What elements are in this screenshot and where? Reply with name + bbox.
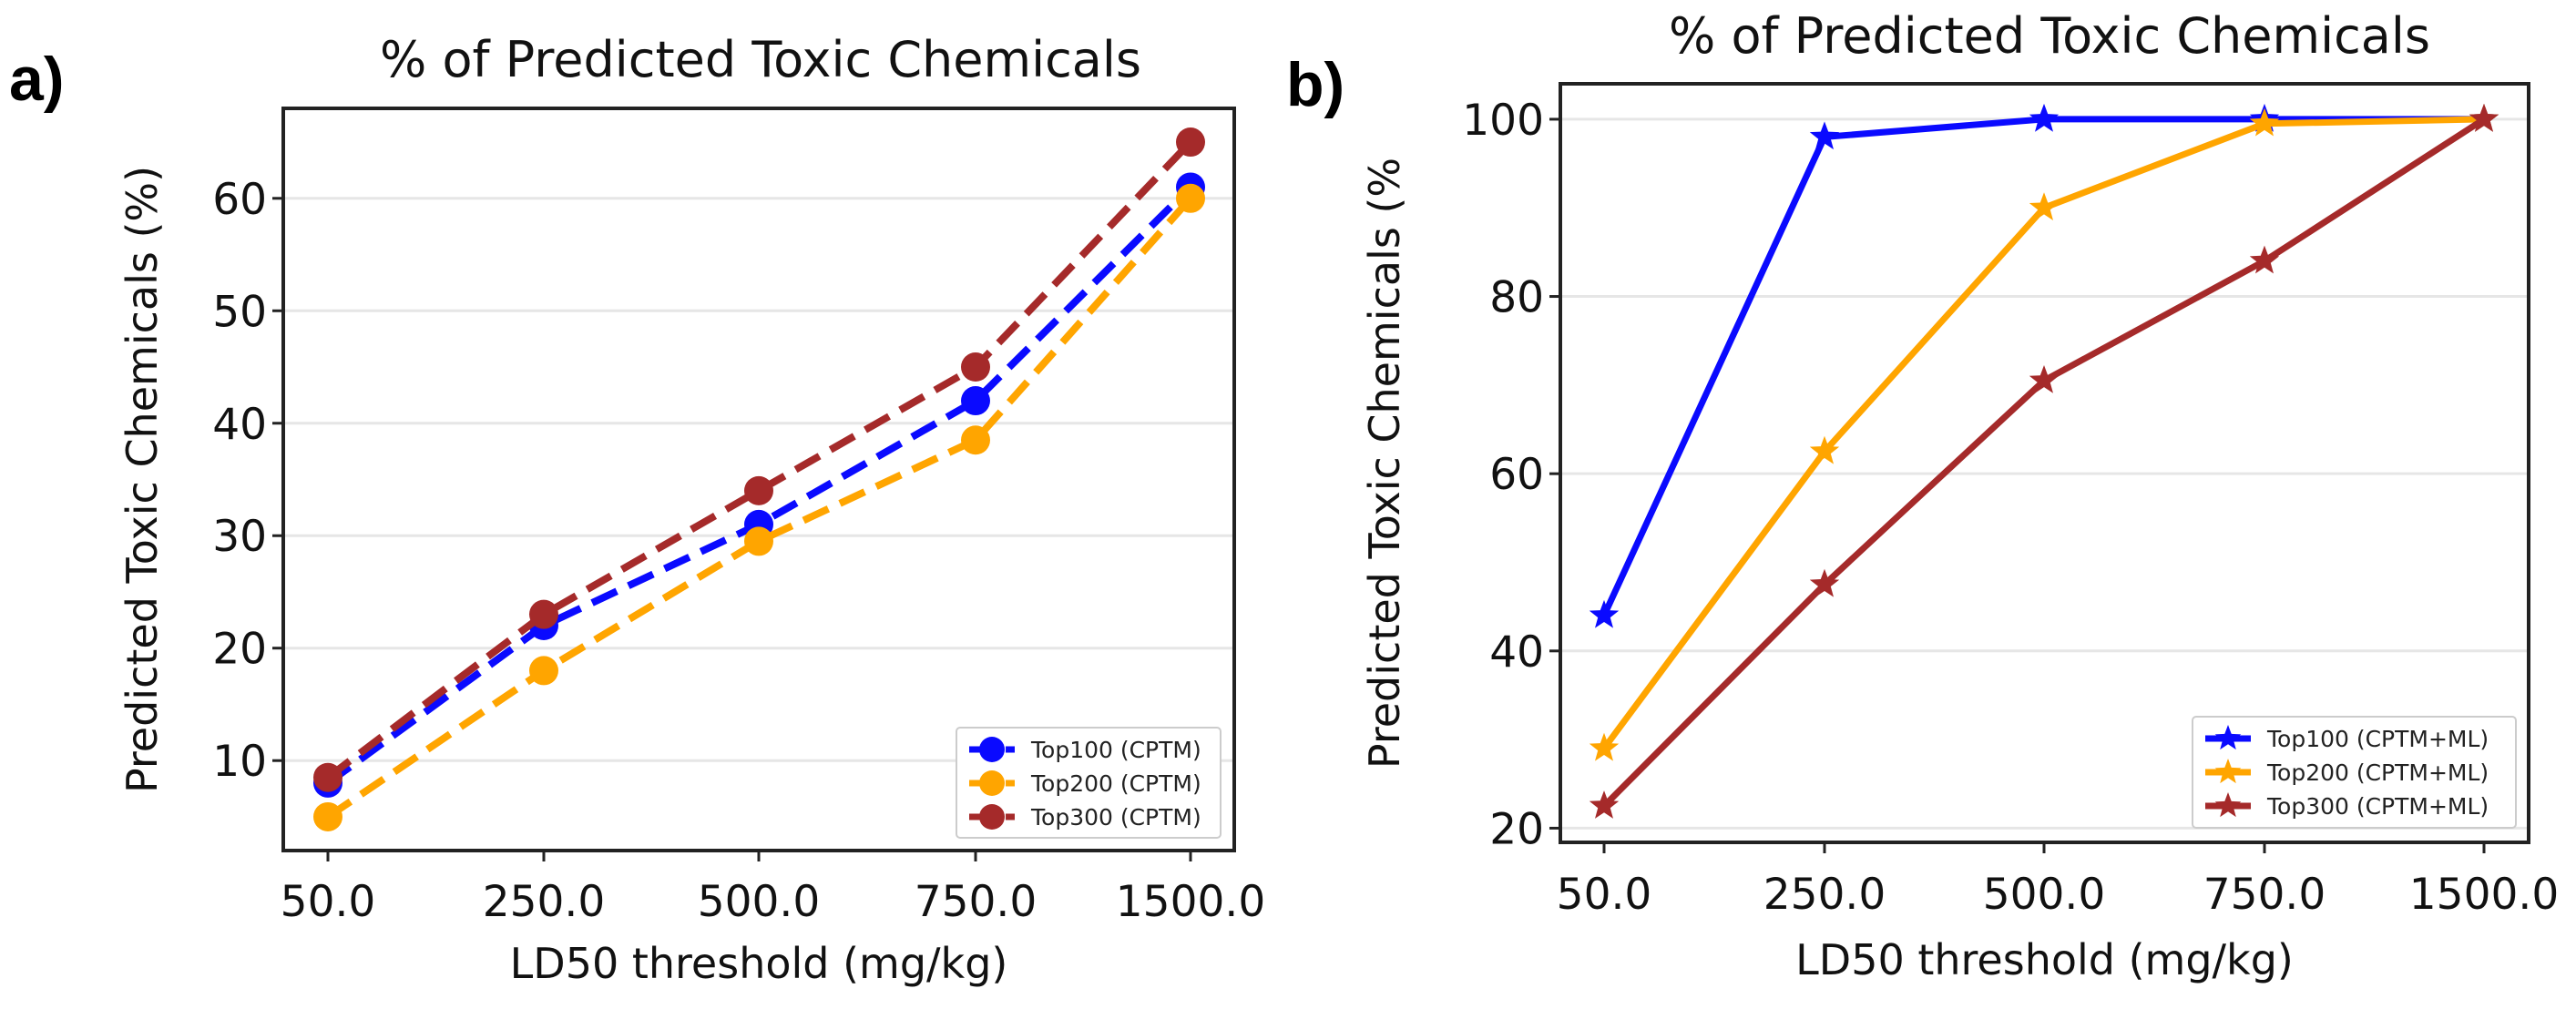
y-tick-label: 20 — [1489, 804, 1544, 854]
plot-frame — [281, 107, 1236, 852]
data-point — [961, 386, 990, 416]
x-tick-label: 250.0 — [1763, 870, 1886, 920]
data-point — [1176, 183, 1205, 213]
y-tick-label: 10 — [212, 737, 267, 787]
x-axis-label: LD50 threshold (mg/kg) — [510, 939, 1008, 988]
x-tick-label: 50.0 — [1557, 870, 1652, 920]
y-tick-label: 80 — [1489, 273, 1544, 323]
series-line — [325, 196, 1193, 820]
data-point — [744, 526, 773, 556]
x-tick-label: 500.0 — [1983, 870, 2106, 920]
y-tick-label: 30 — [212, 512, 267, 562]
legend-marker — [979, 804, 1005, 830]
data-point — [2249, 245, 2280, 274]
y-tick-label: 60 — [212, 175, 267, 225]
legend-entry: Top300 (CPTM) — [1030, 804, 1201, 831]
series-line — [1601, 116, 2486, 809]
legend-box — [956, 727, 1222, 839]
x-tick-label: 1500.0 — [1116, 877, 1265, 927]
legend-entry: Top300 (CPTM+ML) — [2266, 793, 2489, 820]
y-tick-label: 40 — [212, 400, 267, 450]
legend-marker — [979, 737, 1005, 762]
series-top200 — [313, 183, 1205, 831]
data-point — [1589, 790, 1620, 819]
y-tick-label: 50 — [212, 287, 267, 337]
y-tick-label: 100 — [1462, 96, 1544, 146]
data-point — [1589, 599, 1620, 628]
data-point — [1809, 435, 1840, 464]
data-point — [2249, 107, 2280, 137]
data-point — [744, 475, 773, 505]
panel-label: a) — [9, 45, 64, 114]
y-tick-label: 60 — [1489, 450, 1544, 500]
y-axis-label: Predicted Toxic Chemicals (% — [1360, 158, 1409, 769]
legend-marker — [979, 770, 1005, 796]
data-point — [529, 599, 558, 629]
x-axis-label: LD50 threshold (mg/kg) — [1795, 935, 2294, 984]
data-point — [2029, 103, 2060, 132]
series-line — [325, 139, 1193, 780]
y-tick-label: 40 — [1489, 627, 1544, 678]
plot-frame — [1559, 82, 2530, 844]
y-axis-label: Predicted Toxic Chemicals (%) — [118, 166, 167, 793]
series-top300 — [1589, 103, 2499, 819]
legend: Top100 (CPTM) Top200 (CPTM) Top300 (CPTM) — [956, 727, 1222, 839]
chart-panel-b: b) % of Predicted Toxic Chemicals 20 40 60 80… — [1286, 7, 2559, 984]
x-tick-label: 750.0 — [915, 877, 1038, 927]
data-point — [961, 352, 990, 382]
data-point — [2029, 365, 2060, 393]
data-point — [529, 656, 558, 686]
chart-panel-a: a) % of Predicted Toxic Chemicals 10 20 30 40… — [9, 31, 1265, 988]
legend-marker — [2214, 792, 2242, 818]
chart-title: % of Predicted Toxic Chemicals — [380, 31, 1141, 88]
legend-entry: Top100 (CPTM+ML) — [2266, 726, 2489, 752]
series-top200 — [1589, 103, 2499, 761]
data-point — [1176, 127, 1205, 158]
data-point — [1809, 121, 1840, 150]
legend-entry: Top200 (CPTM) — [1030, 770, 1201, 797]
series-top300 — [313, 127, 1205, 792]
data-point — [1809, 568, 1840, 597]
x-tick-label: 750.0 — [2203, 870, 2326, 920]
legend-box — [2192, 716, 2517, 829]
legend-marker — [2214, 725, 2242, 750]
y-tick-label: 20 — [212, 625, 267, 675]
data-point — [313, 762, 342, 792]
x-tick-label: 250.0 — [483, 877, 606, 927]
data-point — [961, 425, 990, 455]
x-tick-label: 1500.0 — [2409, 870, 2559, 920]
legend-marker — [2214, 759, 2242, 784]
data-point — [313, 801, 342, 831]
legend-entry: Top100 (CPTM) — [1030, 737, 1201, 763]
data-point — [1589, 732, 1620, 761]
legend-entry: Top200 (CPTM+ML) — [2266, 759, 2489, 786]
data-point — [2029, 192, 2060, 220]
x-tick-label: 50.0 — [281, 877, 376, 927]
panel-label: b) — [1286, 50, 1344, 119]
legend: Top100 (CPTM+ML) Top200 (CPTM+ML) Top300 (… — [2192, 716, 2517, 829]
chart-title: % of Predicted Toxic Chemicals — [1669, 7, 2430, 65]
data-point — [2469, 103, 2499, 132]
x-tick-label: 500.0 — [698, 877, 821, 927]
